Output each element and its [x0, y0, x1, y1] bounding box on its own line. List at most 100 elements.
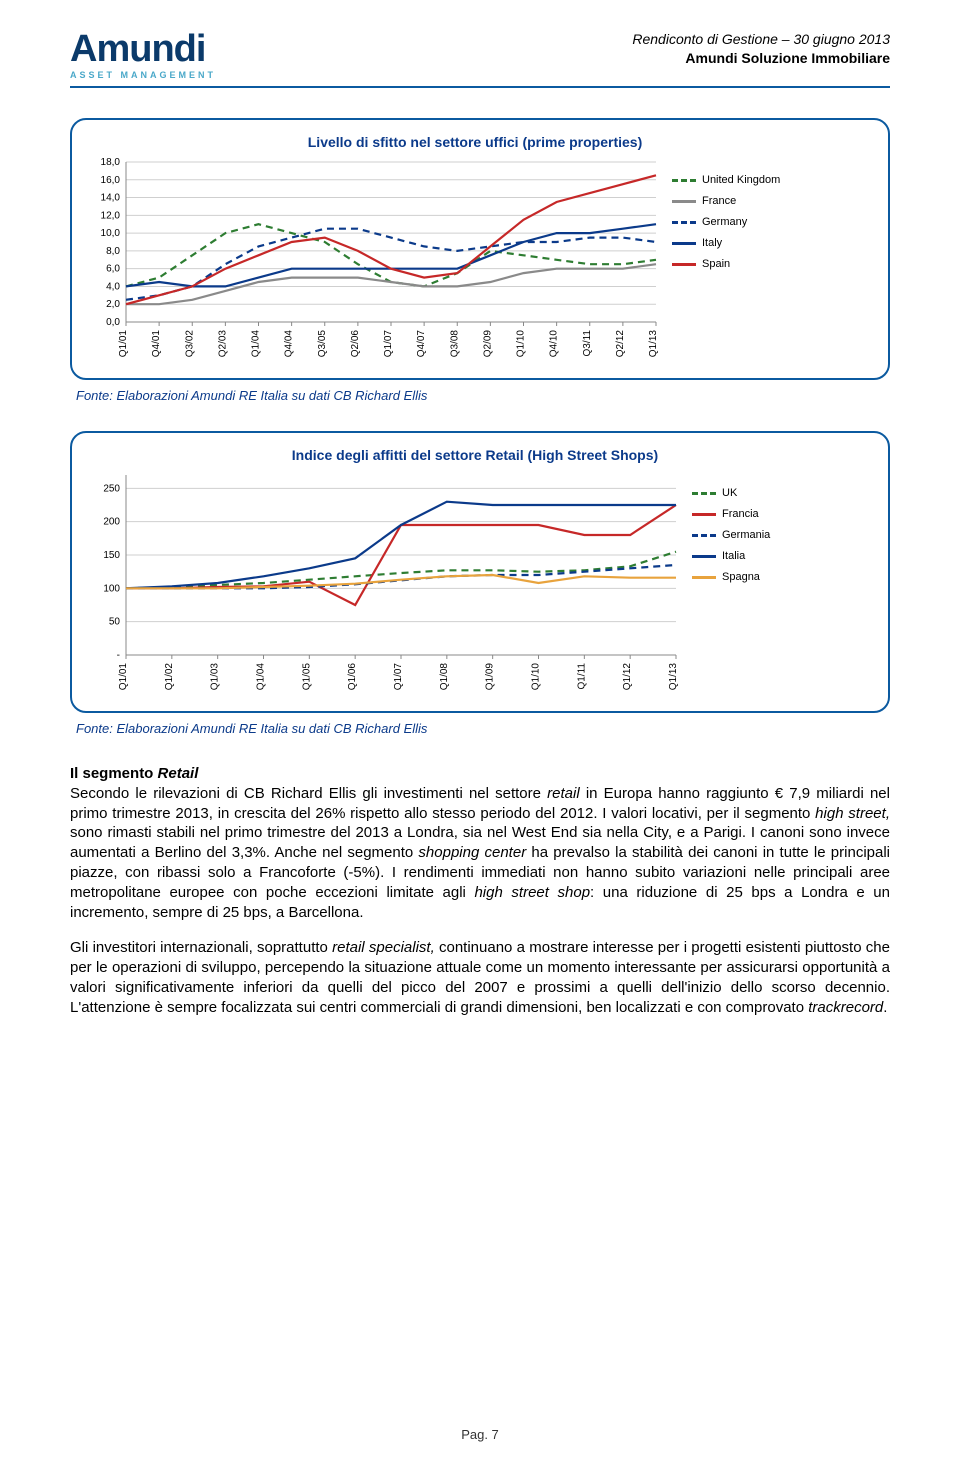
- svg-text:Q1/01: Q1/01: [118, 330, 129, 358]
- legend-swatch: [672, 221, 696, 224]
- p1a-i: retail: [547, 785, 580, 802]
- svg-text:-: -: [117, 650, 120, 661]
- svg-text:Q4/04: Q4/04: [284, 330, 295, 358]
- legend-item: Germany: [672, 212, 780, 233]
- p1a: Secondo le rilevazioni di CB Richard Ell…: [70, 785, 547, 802]
- svg-text:Q1/13: Q1/13: [668, 663, 679, 691]
- svg-text:Q2/12: Q2/12: [615, 330, 626, 358]
- svg-text:Q1/11: Q1/11: [576, 663, 587, 690]
- legend-item: Spain: [672, 254, 780, 275]
- svg-text:4,0: 4,0: [106, 281, 120, 292]
- chart-1-svg: 0,0 2,0 4,0 6,0 8,0 10,0 12,0 14,0 16,0 18,0 Q1/01…: [82, 158, 662, 368]
- legend-label: Spain: [702, 254, 730, 275]
- svg-text:18,0: 18,0: [101, 158, 121, 168]
- chart-1-legend: United KingdomFranceGermanyItalySpain: [662, 158, 780, 368]
- svg-text:Q3/02: Q3/02: [184, 330, 195, 358]
- chart-2-svg: 50100150200250-Q1/01Q1/02Q1/03Q1/04Q1/05…: [82, 471, 682, 701]
- legend-item: Italy: [672, 233, 780, 254]
- p2a: Gli investitori internazionali, soprattu…: [70, 939, 332, 956]
- page-footer: Pag. 7: [0, 1427, 960, 1442]
- header-line-2: Amundi Soluzione Immobiliare: [632, 49, 890, 68]
- legend-label: Italia: [722, 546, 745, 567]
- svg-text:Q2/06: Q2/06: [350, 330, 361, 358]
- svg-text:Q2/03: Q2/03: [217, 330, 228, 358]
- section-title-pre: Il segmento: [70, 765, 158, 782]
- svg-text:200: 200: [103, 517, 120, 528]
- svg-text:6,0: 6,0: [106, 264, 120, 275]
- header-line-1: Rendiconto di Gestione – 30 giugno 2013: [632, 30, 890, 49]
- svg-text:150: 150: [103, 550, 120, 561]
- svg-text:Q3/11: Q3/11: [582, 330, 593, 357]
- svg-text:Q3/08: Q3/08: [449, 330, 460, 358]
- legend-label: Germany: [702, 212, 747, 233]
- section-title-em: Retail: [158, 765, 199, 782]
- svg-text:Q1/04: Q1/04: [256, 663, 267, 691]
- svg-text:Q4/01: Q4/01: [151, 330, 162, 358]
- p2a-i: retail specialist,: [332, 939, 435, 956]
- legend-swatch: [692, 534, 716, 537]
- legend-item: UK: [692, 483, 770, 504]
- page-header: Amundi ASSET MANAGEMENT Rendiconto di Ge…: [70, 30, 890, 88]
- svg-text:Q2/09: Q2/09: [482, 330, 493, 358]
- legend-swatch: [692, 555, 716, 558]
- svg-text:Q1/09: Q1/09: [485, 663, 496, 691]
- legend-label: Spagna: [722, 567, 760, 588]
- legend-label: UK: [722, 483, 737, 504]
- chart-2-legend: UKFranciaGermaniaItaliaSpagna: [682, 471, 770, 701]
- svg-text:Q1/07: Q1/07: [383, 330, 394, 358]
- section-title-line: Il segmento Retail Secondo le rilevazion…: [70, 764, 890, 922]
- legend-item: Spagna: [692, 567, 770, 588]
- svg-text:10,0: 10,0: [101, 228, 121, 239]
- p1b-i: high street,: [815, 805, 890, 822]
- svg-text:Q4/07: Q4/07: [416, 330, 427, 358]
- chart-1-title: Livello di sfitto nel settore uffici (pr…: [82, 134, 868, 150]
- legend-label: Germania: [722, 525, 770, 546]
- legend-swatch: [672, 263, 696, 266]
- svg-text:Q1/07: Q1/07: [393, 663, 404, 691]
- header-right: Rendiconto di Gestione – 30 giugno 2013 …: [632, 30, 890, 68]
- paragraph-2: Gli investitori internazionali, soprattu…: [70, 938, 890, 1017]
- svg-text:Q1/08: Q1/08: [439, 663, 450, 691]
- chart-1-frame: Livello di sfitto nel settore uffici (pr…: [70, 118, 890, 380]
- svg-text:Q1/10: Q1/10: [531, 663, 542, 691]
- legend-swatch: [672, 242, 696, 245]
- svg-text:Q1/13: Q1/13: [648, 330, 659, 358]
- legend-label: United Kingdom: [702, 170, 780, 191]
- legend-item: Italia: [692, 546, 770, 567]
- body-text: Il segmento Retail Secondo le rilevazion…: [70, 764, 890, 1018]
- svg-text:8,0: 8,0: [106, 246, 120, 257]
- svg-text:Q4/10: Q4/10: [549, 330, 560, 358]
- legend-item: United Kingdom: [672, 170, 780, 191]
- chart-2-title: Indice degli affitti del settore Retail …: [82, 447, 868, 463]
- brand-logo: Amundi ASSET MANAGEMENT: [70, 30, 216, 80]
- legend-swatch: [672, 200, 696, 203]
- svg-text:Q1/01: Q1/01: [118, 663, 129, 691]
- legend-swatch: [692, 513, 716, 516]
- chart-2-caption: Fonte: Elaborazioni Amundi RE Italia su …: [76, 721, 890, 736]
- p1c-i: shopping center: [418, 844, 526, 861]
- legend-label: Francia: [722, 504, 759, 525]
- svg-text:Q1/02: Q1/02: [164, 663, 175, 691]
- p1d-i: high street shop: [474, 884, 590, 901]
- legend-item: Germania: [692, 525, 770, 546]
- legend-swatch: [692, 492, 716, 495]
- legend-swatch: [692, 576, 716, 579]
- svg-text:250: 250: [103, 483, 120, 494]
- svg-text:16,0: 16,0: [101, 175, 121, 186]
- chart-2-frame: Indice degli affitti del settore Retail …: [70, 431, 890, 713]
- svg-text:Q1/10: Q1/10: [516, 330, 527, 358]
- legend-swatch: [672, 179, 696, 182]
- legend-label: Italy: [702, 233, 722, 254]
- svg-text:2,0: 2,0: [106, 299, 120, 310]
- chart-1-caption: Fonte: Elaborazioni Amundi RE Italia su …: [76, 388, 890, 403]
- svg-text:Q1/06: Q1/06: [347, 663, 358, 691]
- svg-text:12,0: 12,0: [101, 210, 121, 221]
- svg-text:100: 100: [103, 583, 120, 594]
- svg-text:0,0: 0,0: [106, 317, 120, 328]
- svg-text:14,0: 14,0: [101, 193, 121, 204]
- p2b-i: trackrecord: [808, 999, 883, 1016]
- legend-label: France: [702, 191, 736, 212]
- svg-text:Q1/03: Q1/03: [210, 663, 221, 691]
- legend-item: France: [672, 191, 780, 212]
- svg-text:Q1/05: Q1/05: [301, 663, 312, 691]
